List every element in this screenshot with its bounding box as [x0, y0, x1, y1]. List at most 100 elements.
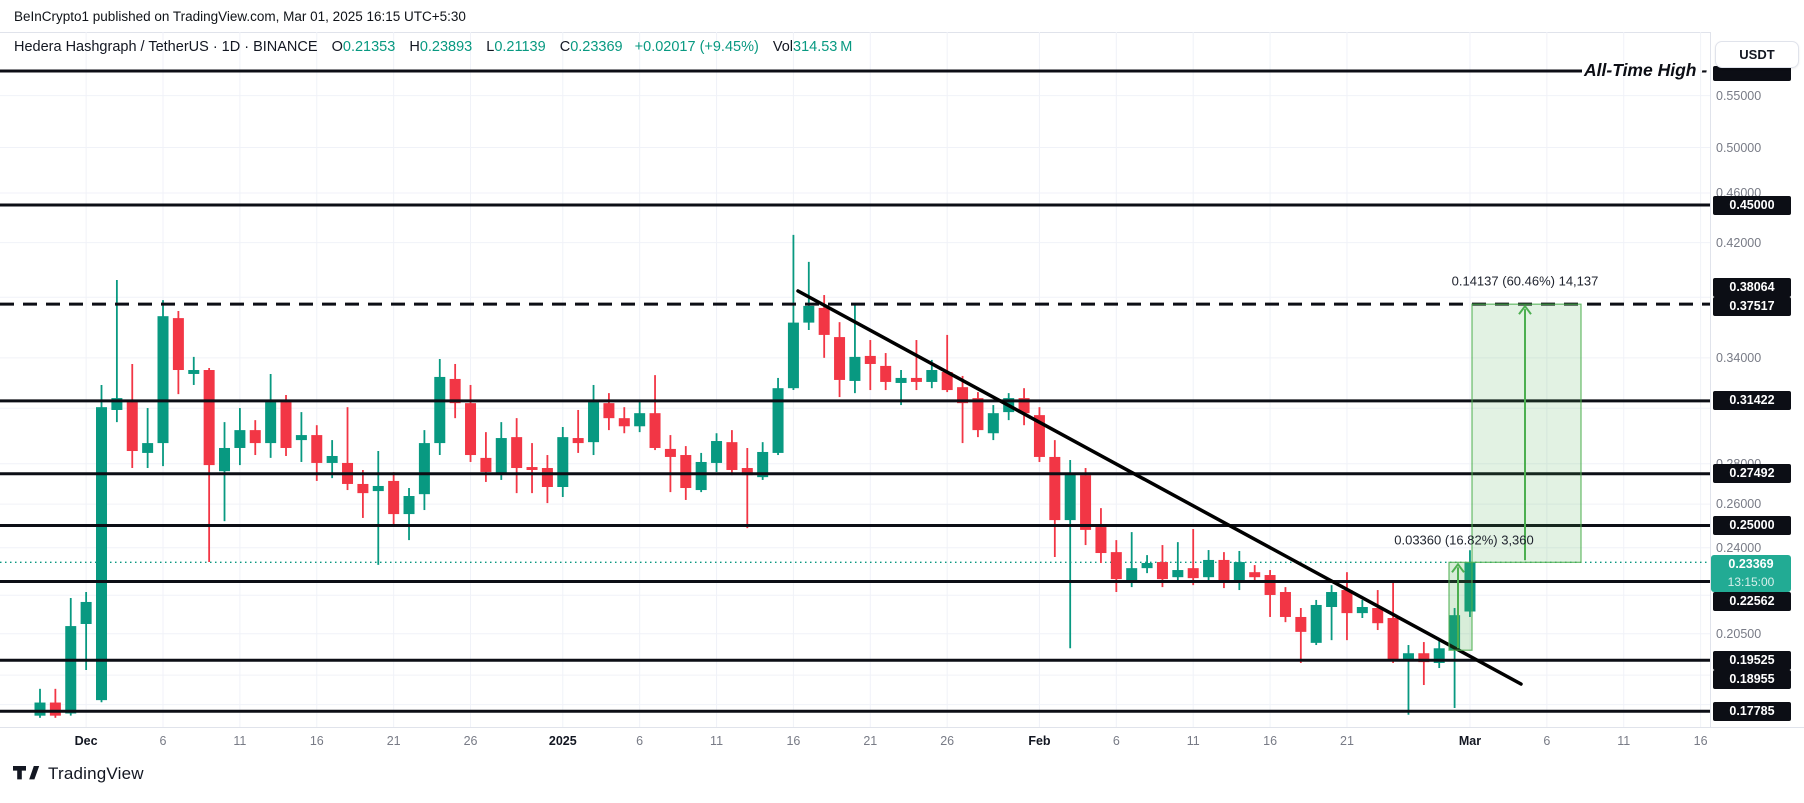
time-tick-label: 11 — [1617, 734, 1631, 748]
open-label: O — [331, 39, 343, 55]
time-tick-label: 6 — [636, 734, 644, 748]
price-tick-label: 0.20500 — [1716, 626, 1762, 641]
candle-body — [1172, 570, 1184, 578]
candle-body — [1372, 608, 1384, 624]
time-tick-label: 11 — [233, 734, 247, 748]
candle-body — [711, 441, 723, 463]
price-axis[interactable]: USDT 0.55000 0.50000 0.46000 0.42000 0.34000… — [1710, 32, 1804, 727]
candle-body — [1449, 615, 1461, 651]
price-tick-label: 0.50000 — [1716, 140, 1762, 155]
level-price-label: 0.19525 — [1713, 650, 1791, 670]
high-label: H — [409, 39, 420, 55]
time-tick-label: 16 — [309, 734, 324, 748]
candle-body — [219, 447, 231, 472]
time-tick-label: 6 — [1543, 734, 1551, 748]
candle-body — [188, 370, 200, 374]
close-value: 0.23369 — [570, 39, 623, 55]
currency-toggle-button[interactable]: USDT — [1715, 41, 1799, 68]
candle-body — [680, 455, 692, 489]
candle-body — [311, 435, 323, 463]
candle-body — [1310, 604, 1322, 643]
candle-body — [1326, 592, 1338, 608]
time-tick-label: 26 — [463, 734, 478, 748]
price-tick-label: 0.55000 — [1716, 88, 1762, 103]
candle-body — [849, 356, 861, 381]
candle-body — [541, 468, 553, 487]
candle-body — [726, 442, 738, 470]
candle-body — [511, 437, 523, 469]
candle-body — [249, 430, 261, 444]
candle-body — [818, 307, 830, 335]
candle-body — [634, 413, 646, 427]
candle-body — [603, 403, 615, 419]
tradingview-logo-icon — [13, 766, 40, 780]
candle-body — [1233, 562, 1245, 583]
candle-body — [326, 455, 338, 463]
candle-body — [1126, 568, 1138, 581]
candle-body — [111, 398, 123, 410]
candle-body — [1110, 552, 1122, 580]
candle-body — [787, 322, 799, 389]
candle-body — [987, 413, 999, 434]
bar-countdown: 13:15:00 — [1727, 575, 1775, 590]
candle-body — [880, 365, 892, 382]
level-price-label: 0.38064 — [1713, 277, 1791, 297]
candle-body — [449, 378, 461, 404]
projection-measure-label: 0.14137 (60.46%) 14,137 — [1451, 273, 1599, 289]
candle-body — [1402, 653, 1414, 661]
candle-body — [588, 402, 600, 443]
level-price-label: 0.17785 — [1713, 701, 1791, 721]
candle-body — [957, 387, 969, 404]
candle-body — [695, 461, 707, 491]
current-price-label: 0.23369 13:15:00 — [1711, 555, 1791, 593]
candle-body — [1141, 562, 1153, 569]
level-price-label: 0.22562 — [1713, 591, 1791, 611]
level-price-label: 0.25000 — [1713, 516, 1791, 536]
level-price-label: 0.45000 — [1713, 195, 1791, 215]
candle-body — [1033, 415, 1045, 457]
candle-body — [572, 438, 584, 444]
candle-body — [772, 388, 784, 453]
candle-body — [757, 451, 769, 478]
candle-body — [1064, 473, 1076, 521]
time-tick-label: 6 — [1112, 734, 1120, 748]
candle-body — [1464, 562, 1476, 612]
candle-body — [741, 468, 753, 476]
price-tick-label: 0.26000 — [1716, 497, 1762, 512]
candle-body — [1080, 475, 1092, 530]
candle-body — [1187, 568, 1199, 579]
time-tick-label: 16 — [1693, 734, 1708, 748]
candle-body — [1418, 653, 1430, 663]
candle-body — [941, 371, 953, 391]
candle-body — [142, 443, 154, 453]
candle-body — [526, 467, 538, 470]
candle-body — [265, 402, 277, 444]
time-axis[interactable]: Dec 6 11 16 21 26 2025 6 11 16 21 26 Feb 6 11 16 21 Mar 6 1… — [0, 727, 1804, 758]
volume-label: Vol — [772, 39, 794, 55]
candle-body — [1203, 559, 1215, 578]
candle-body — [280, 402, 292, 448]
descending-trendline — [796, 289, 1523, 686]
price-tick-label: 0.34000 — [1716, 350, 1762, 365]
candle-body — [1433, 648, 1445, 663]
candle-body — [972, 398, 984, 431]
low-value: 0.21139 — [494, 39, 546, 55]
projection-arrow-head — [1451, 562, 1465, 573]
candle-body — [834, 337, 846, 380]
time-tick-label: Mar — [1458, 734, 1482, 748]
volume-value: 314.53 M — [793, 39, 853, 55]
candle-body — [388, 480, 400, 515]
candle-body — [664, 448, 676, 457]
candle-body — [557, 437, 569, 487]
time-tick-label: 26 — [940, 734, 955, 748]
open-value: 0.21353 — [342, 39, 396, 55]
candle-body — [1341, 590, 1353, 614]
change-value: +0.02017 (+9.45%) — [634, 39, 759, 55]
tradingview-attribution[interactable]: TradingView — [13, 764, 144, 784]
candle-body — [1387, 618, 1399, 661]
candle-body — [1095, 527, 1107, 554]
tradingview-wordmark: TradingView — [48, 764, 144, 783]
price-tick-label: 0.24000 — [1716, 540, 1762, 555]
candle-body — [49, 702, 61, 716]
